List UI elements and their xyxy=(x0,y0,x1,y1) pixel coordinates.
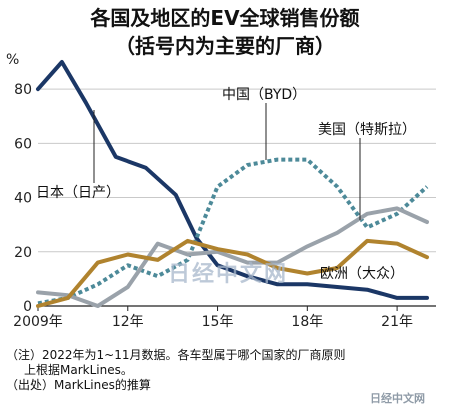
x-tick-label-0: 2009年 xyxy=(13,314,63,330)
x-tick-label-3: 18年 xyxy=(291,314,323,330)
x-tick-label-4: 21年 xyxy=(381,314,413,330)
y-tick-label-3: 60 xyxy=(14,136,32,152)
series-layer xyxy=(36,60,429,308)
x-tick-label-2: 15年 xyxy=(202,314,234,330)
series-label-leaders xyxy=(93,103,361,220)
y-axis-unit-label: % xyxy=(6,52,19,68)
series-line-1 xyxy=(37,157,429,306)
watermark-logo: 日经中文网 xyxy=(168,262,289,287)
x-tick-label-1: 12年 xyxy=(112,314,144,330)
axis-layer: 0 20 40 60 80 2009年 12年 15年 18年 21年 xyxy=(13,82,436,330)
series-labels: 日本（日产） 中国（BYD） 美国（特斯拉） 欧洲（大众） xyxy=(36,87,416,282)
y-tick-label-2: 40 xyxy=(14,191,32,207)
y-tick-label-1: 20 xyxy=(14,245,32,261)
chart-subtitle: （括号内为主要的厂商） xyxy=(115,34,335,58)
chart-title: 各国及地区的EV全球销售份额 xyxy=(90,6,360,30)
y-tick-label-4: 80 xyxy=(14,82,32,98)
y-tick-label-0: 0 xyxy=(23,299,32,315)
series-line-2 xyxy=(36,206,429,308)
series-line-3 xyxy=(36,238,429,308)
series-label-china: 中国（BYD） xyxy=(222,87,306,103)
series-label-japan: 日本（日产） xyxy=(36,185,120,201)
footnote-line-1: （注）2022年为1~11月数据。各车型属于哪个国家的厂商原则 xyxy=(6,348,346,362)
series-line-0 xyxy=(36,60,429,300)
source-note: （出处）MarkLines的推算 xyxy=(6,378,151,392)
footnote-line-2: 上根据MarkLines。 xyxy=(24,363,133,377)
series-label-europe: 欧洲（大众） xyxy=(320,266,404,282)
watermark-corner: 日经中文网 xyxy=(370,392,425,405)
series-label-usa: 美国（特斯拉） xyxy=(318,122,416,138)
